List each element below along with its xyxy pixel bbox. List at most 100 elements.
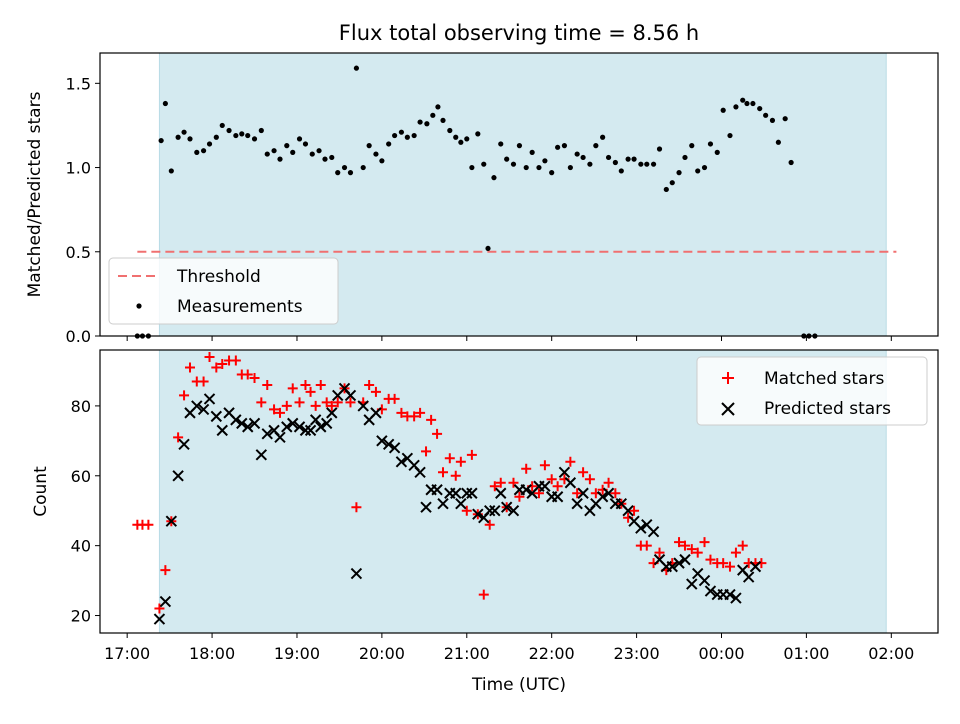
measurement-point <box>158 137 164 144</box>
measurement-point <box>398 129 405 135</box>
matched-star-point <box>269 404 280 415</box>
matched-star-point <box>204 351 215 362</box>
measurement-point <box>245 132 251 139</box>
matched-star-point <box>514 491 525 502</box>
measurement-point <box>309 151 315 157</box>
measurement-point <box>561 143 568 149</box>
matched-star-point <box>730 547 741 558</box>
predicted-star-point <box>261 428 273 440</box>
measurement-point <box>353 65 360 71</box>
count-legend-box <box>696 356 928 426</box>
matched-star-point <box>300 379 311 390</box>
measurement-point <box>663 186 669 193</box>
matched-star-point <box>654 547 665 558</box>
measurement-point <box>239 131 245 137</box>
y-tick-label: 1.5 <box>66 74 91 93</box>
predicted-star-point <box>673 557 685 569</box>
measurement-point <box>669 180 675 186</box>
measurement-point <box>430 112 436 118</box>
measurement-point <box>341 164 348 171</box>
measurement-point <box>264 151 270 157</box>
matched-star-point <box>432 428 443 439</box>
measurement-point <box>424 121 430 127</box>
matched-star-point <box>315 379 326 390</box>
measurement-point <box>638 161 644 167</box>
matched-star-point <box>409 411 420 422</box>
matched-star-point <box>539 460 550 471</box>
measurement-point <box>605 154 612 161</box>
measurement-point <box>271 148 277 154</box>
measurement-point <box>644 161 650 167</box>
matched-star-point <box>508 477 519 488</box>
measurement-point <box>542 158 548 164</box>
measurement-point <box>219 122 225 129</box>
predicted-star-point <box>191 400 203 412</box>
predicted-star-point <box>255 449 268 461</box>
matched-star-point <box>274 407 285 418</box>
predicted-star-point <box>357 400 369 412</box>
matched-star-point <box>230 355 241 366</box>
matched-stars-legend-label: Matched stars <box>764 369 884 389</box>
y-tick-label: 0.0 <box>66 327 91 346</box>
measurement-point <box>587 161 593 167</box>
predicted-star-point <box>197 403 210 416</box>
predicted-star-point <box>520 484 532 496</box>
predicted-star-point <box>596 491 609 503</box>
matched-star-point <box>484 519 495 530</box>
predicted-stars-legend-label: Predicted stars <box>764 399 891 419</box>
measurement-point <box>458 139 464 145</box>
measurement-point <box>504 156 510 162</box>
matched-star-point <box>718 558 729 569</box>
predicted-stars-legend-swatch <box>721 402 735 416</box>
measurement-point <box>379 158 385 164</box>
measurement-point <box>574 151 580 157</box>
matched-star-point <box>173 432 184 443</box>
predicted-star-point <box>287 417 299 430</box>
matched-star-point <box>396 407 407 418</box>
measurement-point <box>213 134 219 140</box>
measurement-point <box>593 143 599 149</box>
predicted-star-point <box>320 417 333 430</box>
measurement-point <box>740 97 746 103</box>
matched-star-point <box>641 540 652 551</box>
matched-star-point <box>262 379 273 390</box>
predicted-star-point <box>484 505 496 517</box>
predicted-star-point <box>622 505 634 517</box>
measurement-point <box>727 132 733 139</box>
ratio-panel: 0.0 0.5 1.0 1.5 Matched/Predicted stars Thr… <box>25 52 939 346</box>
predicted-star-point <box>724 588 736 601</box>
predicted-star-point <box>551 491 564 503</box>
matched-star-point <box>179 390 190 401</box>
predicted-star-point <box>376 435 388 447</box>
measurement-point <box>194 149 200 155</box>
measurement-point <box>175 134 181 140</box>
measurement-point <box>226 127 232 134</box>
matched-star-point <box>242 369 253 380</box>
measurement-point <box>701 164 708 171</box>
measurement-point <box>417 119 423 125</box>
measurement-point <box>788 159 794 166</box>
predicted-star-point <box>472 508 484 520</box>
measurement-point <box>580 154 586 161</box>
measurement-point <box>744 100 750 107</box>
measurement-point <box>733 104 739 110</box>
predicted-star-point <box>686 578 698 590</box>
predicted-star-point <box>274 431 286 444</box>
measurement-point <box>516 143 523 149</box>
matched-star-point <box>184 362 195 373</box>
predicted-star-point <box>248 417 261 430</box>
y-tick-label: 40 <box>71 537 91 556</box>
measurement-point <box>404 134 410 140</box>
measurement-point <box>447 127 453 134</box>
measurement-point <box>567 164 573 171</box>
measurement-point <box>555 144 561 150</box>
predicted-star-point <box>309 414 322 426</box>
measurement-point <box>453 134 459 140</box>
matched-star-point <box>489 481 500 492</box>
count-panel: 17:00 18:00 19:00 20:00 21:00 22:00 23:00 00:00… <box>31 349 939 663</box>
measurement-point <box>695 168 701 174</box>
measurement-point <box>411 132 417 139</box>
measurement-point <box>258 127 264 134</box>
measurement-point <box>335 170 341 176</box>
